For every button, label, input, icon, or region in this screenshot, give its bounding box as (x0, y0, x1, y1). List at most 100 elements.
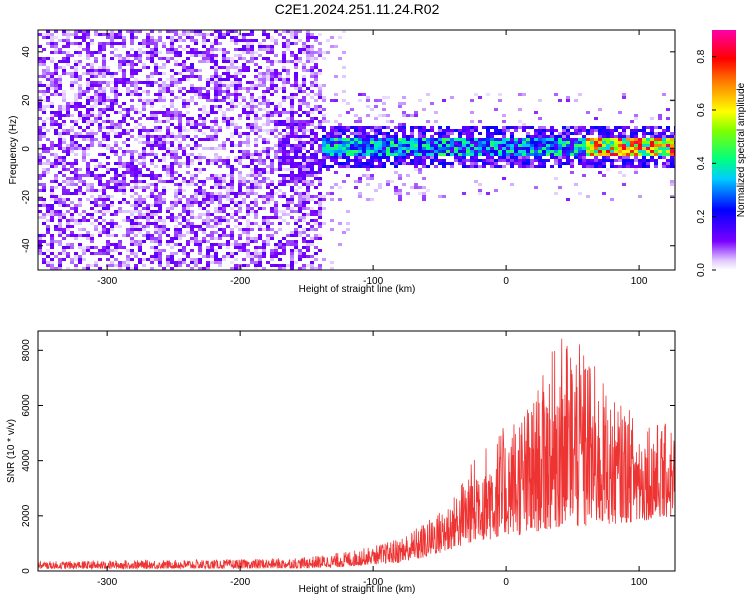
heatmap-cell (666, 150, 670, 153)
heatmap-cell (634, 117, 638, 120)
heatmap-cell (542, 138, 546, 141)
heatmap-cell (518, 153, 522, 156)
heatmap-cell (54, 51, 58, 54)
heatmap-cell (86, 96, 90, 99)
heatmap-cell (58, 78, 62, 81)
heatmap-cell (106, 234, 110, 237)
heatmap-cell (490, 165, 494, 168)
heatmap-cell (70, 243, 74, 246)
heatmap-cell (294, 192, 298, 195)
heatmap-cell (154, 249, 158, 252)
heatmap-cell (474, 141, 478, 144)
heatmap-cell (314, 39, 318, 42)
heatmap-cell (54, 45, 58, 48)
heatmap-cell (42, 36, 46, 39)
heatmap-cell (302, 216, 306, 219)
heatmap-cell (254, 39, 258, 42)
heatmap-cell (258, 42, 262, 45)
heatmap-cell (434, 138, 438, 141)
heatmap-cell (106, 33, 110, 36)
heatmap-cell (610, 150, 614, 153)
heatmap-cell (150, 210, 154, 213)
heatmap-cell (150, 177, 154, 180)
heatmap-cell (254, 87, 258, 90)
heatmap-cell (554, 93, 558, 96)
heatmap-cell (230, 207, 234, 210)
heatmap-cell (538, 147, 542, 150)
heatmap-cell (250, 102, 254, 105)
heatmap-cell (134, 240, 138, 243)
heatmap-cell (82, 192, 86, 195)
heatmap-cell (42, 135, 46, 138)
heatmap-cell (110, 123, 114, 126)
heatmap-cell (182, 138, 186, 141)
heatmap-cell (322, 57, 326, 60)
heatmap-cell (258, 45, 262, 48)
heatmap-cell (282, 219, 286, 222)
heatmap-cell (350, 108, 354, 111)
heatmap-cell (266, 36, 270, 39)
heatmap-cell (94, 75, 98, 78)
heatmap-cell (234, 192, 238, 195)
heatmap-cell (622, 144, 626, 147)
heatmap-cell (446, 162, 450, 165)
heatmap-cell (386, 114, 390, 117)
heatmap-cell (630, 147, 634, 150)
heatmap-cell (230, 144, 234, 147)
heatmap-cell (90, 81, 94, 84)
heatmap-cell (594, 126, 598, 129)
heatmap-cell (134, 204, 138, 207)
heatmap-cell (314, 213, 318, 216)
heatmap-cell (106, 171, 110, 174)
heatmap-cell (358, 195, 362, 198)
heatmap-cell (294, 30, 298, 33)
heatmap-cell (66, 267, 70, 270)
heatmap-cell (274, 255, 278, 258)
heatmap-cell (506, 159, 510, 162)
heatmap-cell (610, 159, 614, 162)
heatmap-cell (82, 147, 86, 150)
heatmap-cell (366, 144, 370, 147)
heatmap-cell (174, 147, 178, 150)
heatmap-cell (86, 48, 90, 51)
heatmap-cell (278, 102, 282, 105)
heatmap-cell (154, 129, 158, 132)
heatmap-cell (226, 123, 230, 126)
heatmap-cell (266, 45, 270, 48)
heatmap-cell (366, 138, 370, 141)
heatmap-cell (282, 129, 286, 132)
heatmap-cell (230, 84, 234, 87)
heatmap-cell (82, 150, 86, 153)
heatmap-cell (114, 135, 118, 138)
heatmap-cell (622, 174, 626, 177)
heatmap-cell (62, 165, 66, 168)
heatmap-cell (110, 87, 114, 90)
heatmap-cell (86, 267, 90, 270)
heatmap-cell (554, 144, 558, 147)
heatmap-cell (246, 81, 250, 84)
heatmap-cell (238, 135, 242, 138)
heatmap-cell (58, 216, 62, 219)
heatmap-cell (130, 153, 134, 156)
heatmap-cell (198, 243, 202, 246)
heatmap-cell (282, 150, 286, 153)
heatmap-cell (246, 138, 250, 141)
heatmap-cell (514, 153, 518, 156)
heatmap-cell (114, 102, 118, 105)
heatmap-cell (194, 177, 198, 180)
heatmap-cell (194, 123, 198, 126)
heatmap-cell (298, 141, 302, 144)
heatmap-cell (110, 120, 114, 123)
heatmap-cell (94, 30, 98, 33)
heatmap-cell (74, 255, 78, 258)
heatmap-cell (162, 99, 166, 102)
heatmap-cell (102, 189, 106, 192)
heatmap-cell (266, 105, 270, 108)
heatmap-cell (530, 147, 534, 150)
heatmap-cell (598, 129, 602, 132)
heatmap-cell (98, 183, 102, 186)
heatmap-cell (370, 165, 374, 168)
heatmap-cell (90, 69, 94, 72)
heatmap-cell (342, 231, 346, 234)
heatmap-cell (334, 183, 338, 186)
